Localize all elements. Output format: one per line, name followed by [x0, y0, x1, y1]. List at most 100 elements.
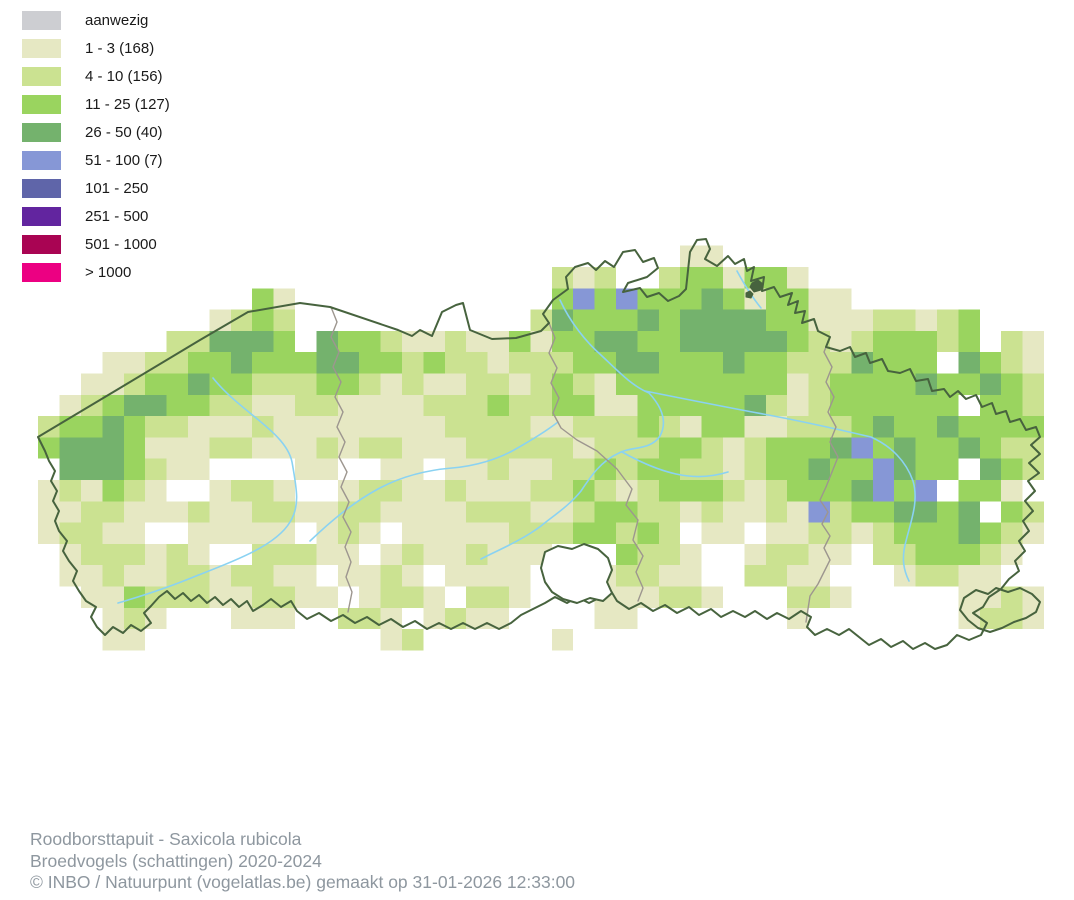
grid-cell — [423, 522, 445, 544]
grid-cell — [466, 586, 488, 608]
grid-cell — [316, 543, 338, 566]
grid-cell — [509, 458, 531, 480]
legend-label: 1 - 3 (168) — [85, 39, 155, 57]
grid-cell — [894, 373, 916, 395]
grid-cell — [637, 522, 659, 544]
grid-cell — [509, 437, 531, 459]
grid-cell — [808, 309, 830, 331]
grid-cell — [830, 586, 852, 608]
grid-cell — [402, 394, 424, 417]
grid-cell — [402, 373, 424, 395]
grid-cell — [808, 352, 830, 374]
grid-cell — [252, 522, 274, 544]
grid-cell — [915, 437, 937, 459]
grid-cell — [658, 522, 681, 544]
grid-cell — [487, 522, 509, 544]
grid-cell — [230, 522, 253, 544]
legend-item: 11 - 25 (127) — [22, 90, 170, 118]
grid-cell — [680, 245, 702, 267]
grid-cell — [872, 543, 895, 566]
grid-cell — [594, 522, 616, 544]
grid-cell — [530, 330, 552, 353]
grid-cell — [230, 352, 253, 374]
grid-cell — [787, 458, 809, 480]
grid-cell — [123, 480, 146, 502]
grid-cell — [444, 480, 467, 502]
grid-cell — [680, 458, 702, 480]
grid-cell — [59, 565, 81, 587]
grid-cell — [979, 458, 1002, 480]
grid-cell — [787, 501, 809, 523]
grid-cell — [573, 437, 595, 459]
grid-cell — [273, 352, 295, 374]
grid-cell — [594, 373, 616, 395]
river-mark — [736, 270, 762, 309]
grid-cell — [444, 543, 467, 566]
grid-cell — [166, 394, 188, 417]
grid-cell — [744, 501, 766, 523]
grid-cell — [808, 416, 830, 438]
grid-cell — [359, 437, 381, 459]
grid-cell — [123, 352, 146, 374]
grid-cell — [723, 288, 745, 310]
legend-label: aanwezig — [85, 11, 149, 29]
grid-cell — [979, 373, 1002, 395]
grid-cell — [830, 522, 852, 544]
grid-cell — [979, 416, 1002, 438]
grid-cell — [102, 394, 124, 417]
grid-cell — [230, 373, 253, 395]
legend-item: 1 - 3 (168) — [22, 34, 170, 62]
grid-cell — [188, 458, 210, 480]
grid-cell — [145, 480, 167, 502]
grid-cell — [444, 565, 467, 587]
grid-cell — [616, 565, 638, 587]
grid-cell — [958, 330, 980, 353]
baarle-hertog-speck — [745, 290, 754, 299]
grid-cell — [616, 543, 638, 566]
grid-cell — [765, 330, 788, 353]
grid-cell — [616, 352, 638, 374]
grid-cell — [851, 309, 873, 331]
grid-cell — [658, 458, 681, 480]
grid-cell — [894, 543, 916, 566]
copyright-line: © INBO / Natuurpunt (vogelatlas.be) gema… — [30, 872, 576, 892]
grid-cell — [337, 480, 360, 502]
grid-cell — [701, 267, 723, 289]
grid-cell — [937, 501, 959, 523]
grid-cell — [573, 394, 595, 417]
grid-cell — [530, 309, 552, 331]
grid-cell — [273, 522, 295, 544]
grid-cell — [958, 416, 980, 438]
grid-cell — [658, 501, 681, 523]
grid-cell — [188, 522, 210, 544]
grid-cell — [145, 394, 167, 417]
grid-cell — [337, 330, 360, 353]
grid-cell — [658, 288, 681, 310]
grid-cell — [851, 480, 873, 502]
grid-cell — [744, 373, 766, 395]
grid-cell — [380, 458, 402, 480]
grid-cell — [1001, 522, 1023, 544]
legend-item: 101 - 250 — [22, 174, 170, 202]
grid-cell — [979, 480, 1002, 502]
grid-cell — [295, 437, 317, 459]
grid-cell — [894, 309, 916, 331]
grid-cell — [658, 373, 681, 395]
grid-cell — [808, 458, 830, 480]
grid-cell — [680, 416, 702, 438]
grid-cell — [723, 458, 745, 480]
grid-cell — [787, 480, 809, 502]
grid-cell — [765, 309, 788, 331]
grid-cell — [680, 267, 702, 289]
grid-cell — [188, 437, 210, 459]
grid-cell — [123, 565, 146, 587]
grid-cell — [423, 394, 445, 417]
grid-cell — [1001, 330, 1023, 353]
river-ijzer — [117, 377, 298, 604]
grid-cell — [680, 501, 702, 523]
grid-cell — [59, 416, 81, 438]
grid-cell — [616, 501, 638, 523]
grid-cell — [616, 373, 638, 395]
grid-cell — [1001, 437, 1023, 459]
